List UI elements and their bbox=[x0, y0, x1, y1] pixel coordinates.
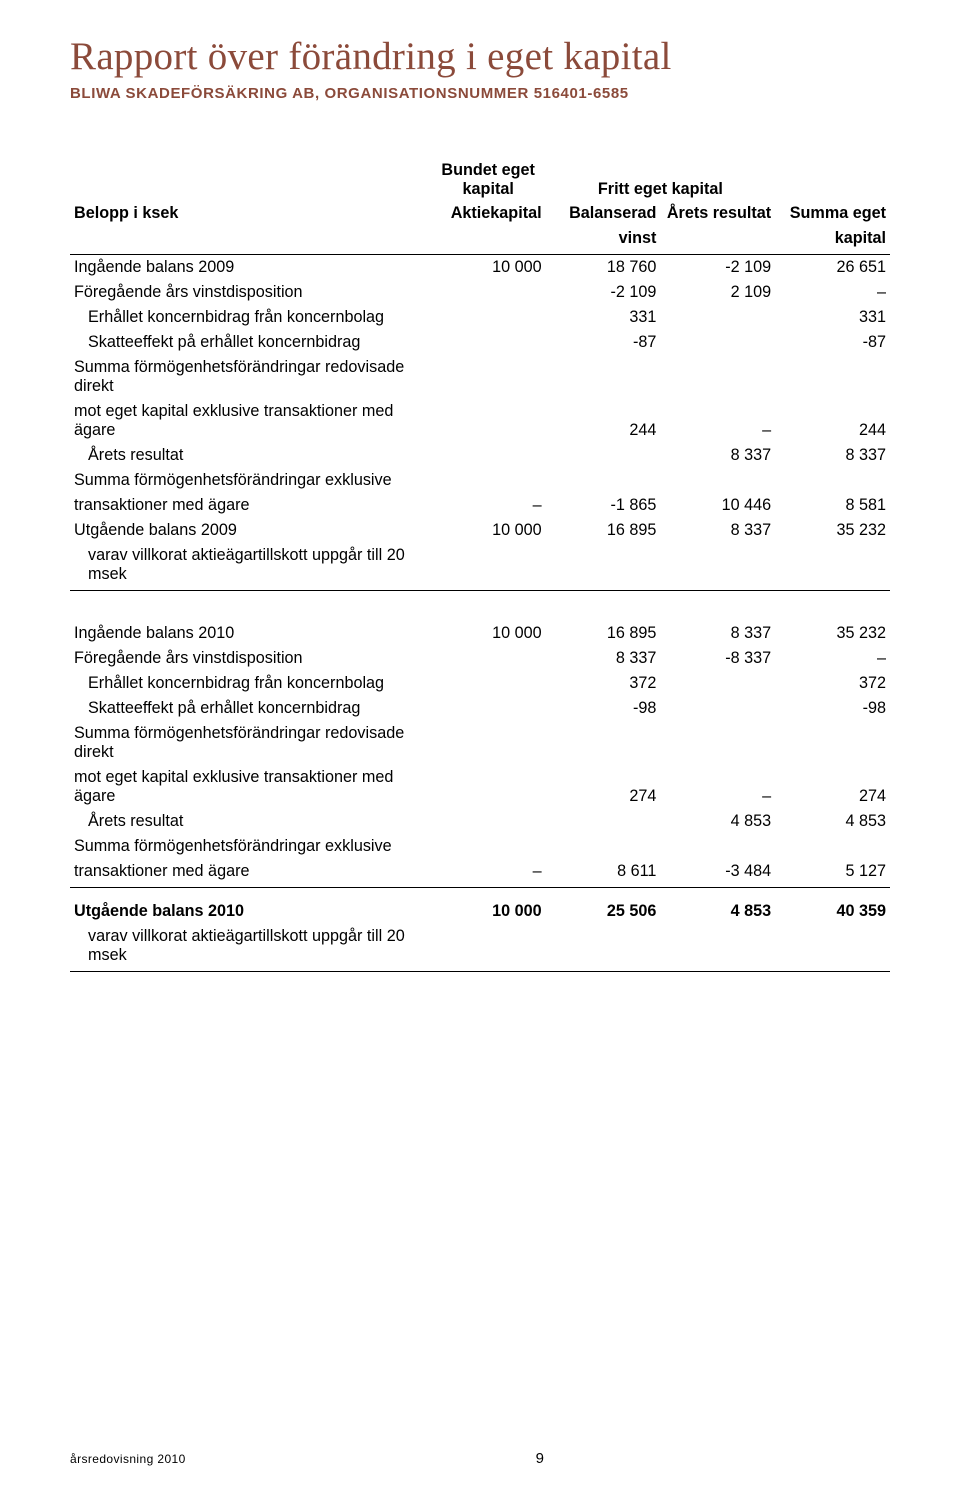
row-label: mot eget kapital exklusive transaktioner… bbox=[70, 399, 431, 443]
cell: 8 581 bbox=[775, 493, 890, 518]
row-label: Ingående balans 2010 bbox=[70, 621, 431, 646]
col-summa: Summa eget bbox=[775, 201, 890, 226]
cell: -1 865 bbox=[546, 493, 661, 518]
row-label: Ingående balans 2009 bbox=[70, 255, 431, 281]
cell: 10 000 bbox=[431, 518, 546, 543]
cell: – bbox=[775, 280, 890, 305]
col-aktie: Aktiekapital bbox=[431, 201, 546, 226]
cell: 4 853 bbox=[660, 809, 775, 834]
cell: -2 109 bbox=[660, 255, 775, 281]
cell: 8 337 bbox=[775, 443, 890, 468]
row-label: Erhållet koncernbidrag från koncernbolag bbox=[70, 671, 431, 696]
cell: 274 bbox=[546, 765, 661, 809]
row-label: Årets resultat bbox=[70, 443, 431, 468]
cell: – bbox=[431, 859, 546, 888]
row-label: Skatteeffekt på erhållet koncernbidrag bbox=[70, 696, 431, 721]
cell: 10 000 bbox=[431, 899, 546, 924]
cell: 35 232 bbox=[775, 518, 890, 543]
page-subtitle: bliwa skadeförsäkring ab, organisationsn… bbox=[70, 85, 890, 102]
cell: – bbox=[775, 646, 890, 671]
cell: -87 bbox=[546, 330, 661, 355]
cell: 274 bbox=[775, 765, 890, 809]
row-label: Föregående års vinstdisposition bbox=[70, 280, 431, 305]
cell: -2 109 bbox=[546, 280, 661, 305]
row-label: Erhållet koncernbidrag från koncernbolag bbox=[70, 305, 431, 330]
row-label: transaktioner med ägare bbox=[70, 493, 431, 518]
cell: 5 127 bbox=[775, 859, 890, 888]
row-label: Skatteeffekt på erhållet koncernbidrag bbox=[70, 330, 431, 355]
cell: 16 895 bbox=[546, 518, 661, 543]
row-label: Summa förmögenhetsförändringar exklusive bbox=[70, 834, 431, 859]
page-title: Rapport över förändring i eget kapital bbox=[70, 34, 890, 79]
row-label: transaktioner med ägare bbox=[70, 859, 431, 888]
cell: 8 337 bbox=[660, 443, 775, 468]
cell: – bbox=[660, 399, 775, 443]
cell: 2 109 bbox=[660, 280, 775, 305]
cell: 10 000 bbox=[431, 255, 546, 281]
col-kapital: kapital bbox=[775, 226, 890, 255]
cell: 16 895 bbox=[546, 621, 661, 646]
cell: -8 337 bbox=[660, 646, 775, 671]
cell: 35 232 bbox=[775, 621, 890, 646]
row-label: Summa förmögenhetsförändringar exklusive bbox=[70, 468, 431, 493]
row-label: Föregående års vinstdisposition bbox=[70, 646, 431, 671]
equity-table: Bundet eget kapital Fritt eget kapital B… bbox=[70, 158, 890, 972]
cell: 25 506 bbox=[546, 899, 661, 924]
footer-annual-report: årsredovisning 2010 bbox=[70, 1452, 186, 1466]
cell: 4 853 bbox=[775, 809, 890, 834]
cell: 8 337 bbox=[660, 621, 775, 646]
row-label: Summa förmögenhetsförändringar redovisad… bbox=[70, 355, 431, 399]
cell: 8 611 bbox=[546, 859, 661, 888]
cell: 18 760 bbox=[546, 255, 661, 281]
row-label: Utgående balans 2009 bbox=[70, 518, 431, 543]
col-group-fritt: Fritt eget kapital bbox=[546, 158, 776, 201]
cell: 10 000 bbox=[431, 621, 546, 646]
cell: -98 bbox=[546, 696, 661, 721]
row-label: mot eget kapital exklusive transaktioner… bbox=[70, 765, 431, 809]
row-label: Summa förmögenhetsförändringar redovisad… bbox=[70, 721, 431, 765]
row-label: varav villkorat aktieägartillskott uppgå… bbox=[70, 924, 431, 972]
col-belopp: Belopp i ksek bbox=[70, 201, 431, 226]
row-label: Årets resultat bbox=[70, 809, 431, 834]
cell: 8 337 bbox=[660, 518, 775, 543]
cell: 331 bbox=[546, 305, 661, 330]
cell: 331 bbox=[775, 305, 890, 330]
cell: 26 651 bbox=[775, 255, 890, 281]
row-label: Utgående balans 2010 bbox=[70, 899, 431, 924]
row-label: varav villkorat aktieägartillskott uppgå… bbox=[70, 543, 431, 591]
page-footer: årsredovisning 2010 9 bbox=[70, 1450, 890, 1467]
cell: 372 bbox=[775, 671, 890, 696]
cell: 372 bbox=[546, 671, 661, 696]
cell: 10 446 bbox=[660, 493, 775, 518]
cell: -87 bbox=[775, 330, 890, 355]
cell: 40 359 bbox=[775, 899, 890, 924]
col-vinst: vinst bbox=[546, 226, 661, 255]
cell: 244 bbox=[546, 399, 661, 443]
footer-page-number: 9 bbox=[536, 1450, 544, 1467]
cell: 8 337 bbox=[546, 646, 661, 671]
col-group-bundet: Bundet eget kapital bbox=[431, 158, 546, 201]
cell: 4 853 bbox=[660, 899, 775, 924]
col-arets: Årets resultat bbox=[660, 201, 775, 226]
cell: 244 bbox=[775, 399, 890, 443]
cell: -3 484 bbox=[660, 859, 775, 888]
cell: -98 bbox=[775, 696, 890, 721]
col-balanserad: Balanserad bbox=[546, 201, 661, 226]
cell: – bbox=[660, 765, 775, 809]
cell: – bbox=[431, 493, 546, 518]
